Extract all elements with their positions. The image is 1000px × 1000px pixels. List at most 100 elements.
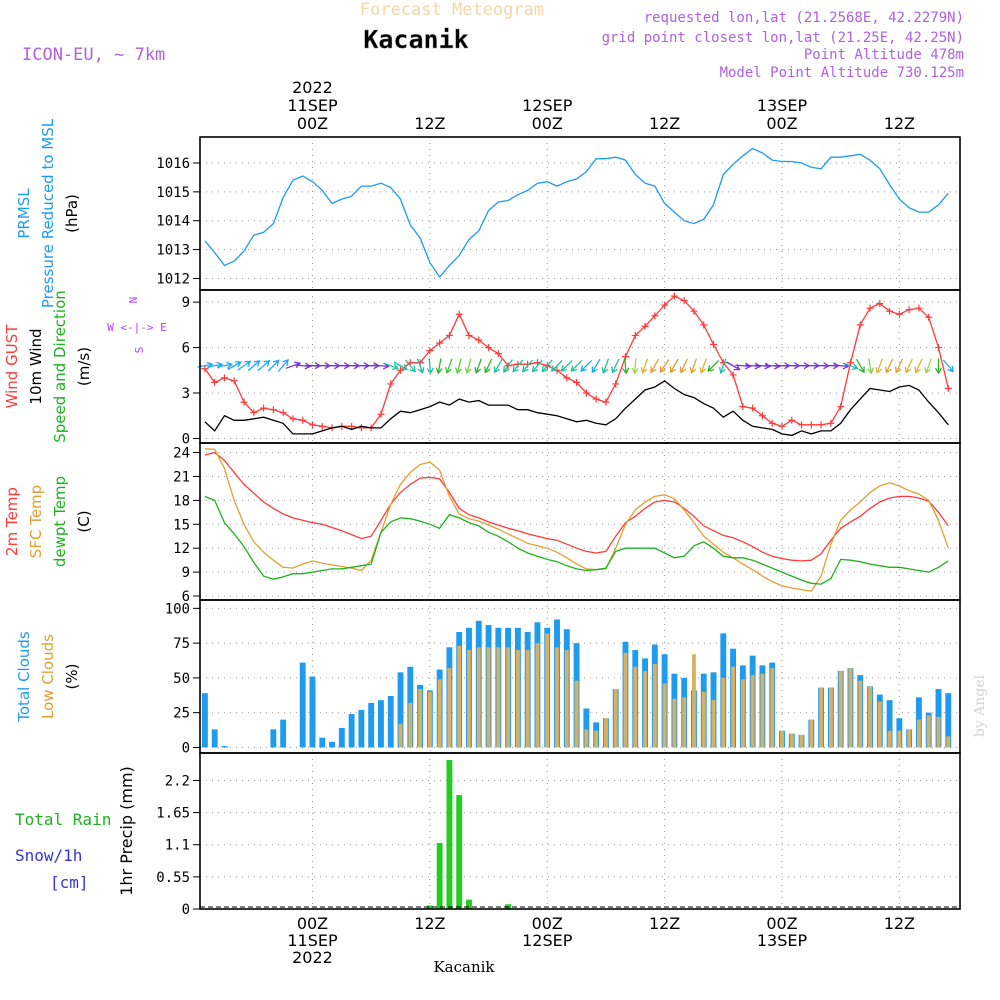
series-line-2: [204, 495, 949, 585]
bar-low: [789, 733, 794, 748]
wind-arrow: [580, 359, 593, 372]
wind-arrow: [512, 359, 524, 373]
wind-arrow: [601, 358, 610, 374]
gust-marker: [318, 422, 326, 430]
compass-we: W <-|-> E: [107, 321, 167, 334]
time-label-bottom: 13SEP: [757, 931, 808, 950]
panel-label: SFC Temp: [27, 485, 45, 558]
bar-total: [211, 729, 218, 748]
series-line-0: [204, 295, 949, 429]
bar-low: [672, 698, 677, 748]
panel-label: (m/s): [75, 347, 93, 386]
time-label-bottom: 12Z: [649, 914, 680, 933]
bar-low: [467, 650, 471, 748]
wind-arrow: [679, 358, 688, 374]
time-label-top: 00Z: [532, 114, 563, 133]
time-label-bottom: 11SEP: [287, 931, 338, 950]
time-label-top: 13SEP: [757, 96, 808, 115]
gust-marker: [573, 378, 581, 386]
bar-low: [868, 686, 872, 748]
panel-label: 10m Wind: [27, 328, 45, 404]
bar-low: [447, 668, 452, 748]
wind-arrow: [904, 358, 913, 374]
bar-low: [584, 729, 589, 748]
bar-low: [603, 718, 608, 748]
wind-arrow: [591, 358, 601, 374]
wind-arrow: [455, 358, 462, 375]
time-label-bottom: 00Z: [532, 914, 563, 933]
wind-arrow: [914, 358, 923, 374]
bar-total: [886, 700, 893, 748]
compass-n: N: [127, 297, 140, 304]
requested-coords: requested lon,lat (21.2568E, 42.2279N): [644, 10, 964, 26]
gust-marker: [348, 422, 356, 430]
location-title: Kacanik: [363, 25, 468, 54]
gust-marker: [201, 365, 209, 373]
wind-arrow: [699, 358, 707, 374]
gust-marker: [299, 416, 307, 424]
series-line-1: [204, 447, 949, 592]
bar-low: [564, 650, 569, 748]
bar-total: [329, 741, 335, 748]
gust-marker: [827, 419, 835, 427]
bar-low: [946, 736, 951, 748]
wind-arrow: [405, 359, 416, 373]
gust-marker: [269, 406, 277, 414]
gust-marker: [631, 331, 639, 339]
y-tick-label: 1016: [156, 156, 190, 172]
y-tick-label: 1013: [156, 243, 190, 259]
wind-arrow: [285, 361, 302, 369]
gust-marker: [308, 421, 316, 429]
gust-marker: [494, 350, 502, 358]
wind-arrow: [257, 360, 271, 372]
gust-marker: [651, 312, 659, 320]
wind-arrow: [493, 358, 503, 374]
y-tick-label: 0: [182, 902, 190, 918]
wind-arrow: [484, 358, 493, 374]
gust-marker: [895, 310, 903, 318]
y-tick-label: 1015: [156, 185, 190, 201]
bar-low: [760, 673, 765, 748]
wind-arrow: [735, 362, 752, 370]
gust-marker: [670, 292, 678, 300]
bar-total: [358, 709, 365, 748]
bar-total: [945, 693, 952, 748]
bar-low: [515, 650, 520, 748]
y-tick-label: 0: [182, 431, 190, 447]
bar-low: [613, 689, 618, 748]
bar-low: [682, 697, 687, 748]
gust-marker: [778, 422, 786, 430]
bar-low: [437, 679, 442, 748]
y-tick-label: 9: [182, 295, 190, 311]
wind-arrow: [942, 359, 954, 373]
bar-low: [819, 687, 824, 748]
wind-arrow: [531, 359, 543, 373]
bar-low: [936, 716, 941, 748]
wind-arrow: [726, 361, 741, 371]
panel-label: (C): [75, 510, 93, 532]
gust-marker: [798, 421, 806, 429]
y-tick-label: 6: [182, 589, 190, 605]
gust-marker: [739, 403, 747, 411]
panel-label: (hPa): [63, 194, 81, 233]
bar-low: [887, 730, 892, 748]
wind-arrow: [560, 359, 573, 372]
wind-arrow: [445, 358, 453, 374]
gust-marker: [641, 322, 649, 330]
bar-total: [466, 899, 472, 909]
bar-low: [916, 719, 921, 748]
bar-low: [574, 680, 579, 748]
bar-low: [408, 702, 413, 748]
bar-low: [809, 719, 814, 748]
panel-frame: [199, 442, 961, 601]
wind-arrow: [503, 359, 513, 373]
watermark: by Angel: [972, 674, 988, 737]
bar-low: [457, 645, 462, 748]
gust-marker: [710, 341, 718, 349]
wind-arrow: [924, 358, 932, 374]
wind-arrow: [640, 358, 649, 374]
gust-marker: [612, 380, 620, 388]
gridpoint-coords: grid point closest lon,lat (21.25E, 42.2…: [602, 30, 964, 46]
bar-low: [525, 650, 530, 748]
gust-marker: [279, 409, 287, 417]
